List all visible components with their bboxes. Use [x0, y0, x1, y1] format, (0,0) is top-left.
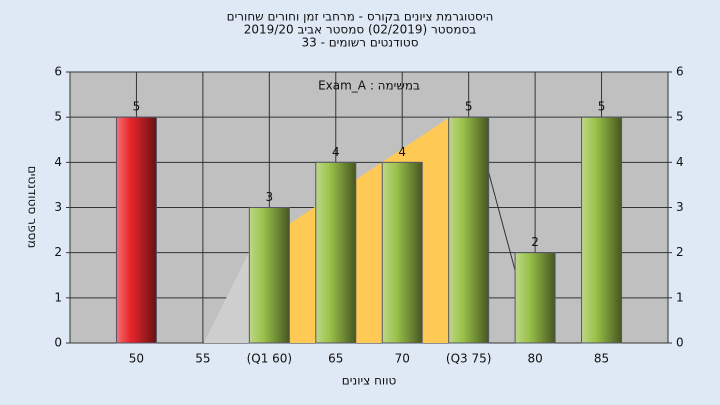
y-tick-label: 0 — [54, 336, 62, 350]
y2-tick-label: 4 — [676, 155, 684, 169]
y-tick-label: 6 — [54, 65, 62, 79]
y2-tick-label: 1 — [676, 290, 684, 304]
y2-tick-label: 2 — [676, 245, 684, 259]
x-tick-label: 85 — [594, 352, 609, 366]
value-label: 5 — [598, 100, 606, 114]
x-tick-label: 80 — [527, 352, 542, 366]
value-label: 3 — [266, 190, 274, 204]
bar — [381, 161, 423, 344]
x-axis-label: טווח ציונים — [342, 374, 397, 388]
y2-tick-label: 5 — [676, 110, 684, 124]
value-label: 4 — [398, 145, 406, 159]
y2-tick-label: 0 — [676, 336, 684, 350]
bar — [315, 161, 357, 344]
y-tick-label: 4 — [54, 155, 62, 169]
value-label: 2 — [531, 235, 539, 249]
y2-tick-label: 6 — [676, 65, 684, 79]
chart-subtitle: 33 - סטודנטים רשומים — [301, 36, 418, 50]
bar — [115, 116, 157, 344]
x-tick-label: 50 — [129, 352, 144, 366]
annotation: Exam_A : במשימה — [318, 79, 420, 93]
y-tick-label: 2 — [54, 245, 62, 259]
bar — [514, 252, 556, 344]
y-tick-label: 1 — [54, 290, 62, 304]
chart-subtitle: בסמסטר (02/2019) סמסטר אביב 2019/20 — [244, 23, 476, 37]
value-label: 4 — [332, 145, 340, 159]
bar — [581, 116, 623, 344]
spread-area — [204, 250, 250, 343]
x-tick-label: 65 — [328, 352, 343, 366]
y-tick-label: 5 — [54, 110, 62, 124]
y-axis-label: מספר סטודנטים — [26, 166, 40, 249]
bar — [448, 116, 490, 344]
y2-tick-label: 3 — [676, 200, 684, 214]
x-tick-label: (Q3 75) — [446, 352, 492, 366]
chart-title: היסטוגרמת ציונים בקורס - מרחבי זמן וחורי… — [227, 10, 494, 24]
value-label: 5 — [133, 100, 141, 114]
x-tick-label: 70 — [395, 352, 410, 366]
x-tick-label: (Q1 60) — [247, 352, 293, 366]
value-label: 5 — [465, 100, 473, 114]
tail-line — [487, 169, 516, 271]
y-tick-label: 3 — [54, 200, 62, 214]
x-tick-label: 55 — [195, 352, 210, 366]
bar — [248, 207, 290, 344]
